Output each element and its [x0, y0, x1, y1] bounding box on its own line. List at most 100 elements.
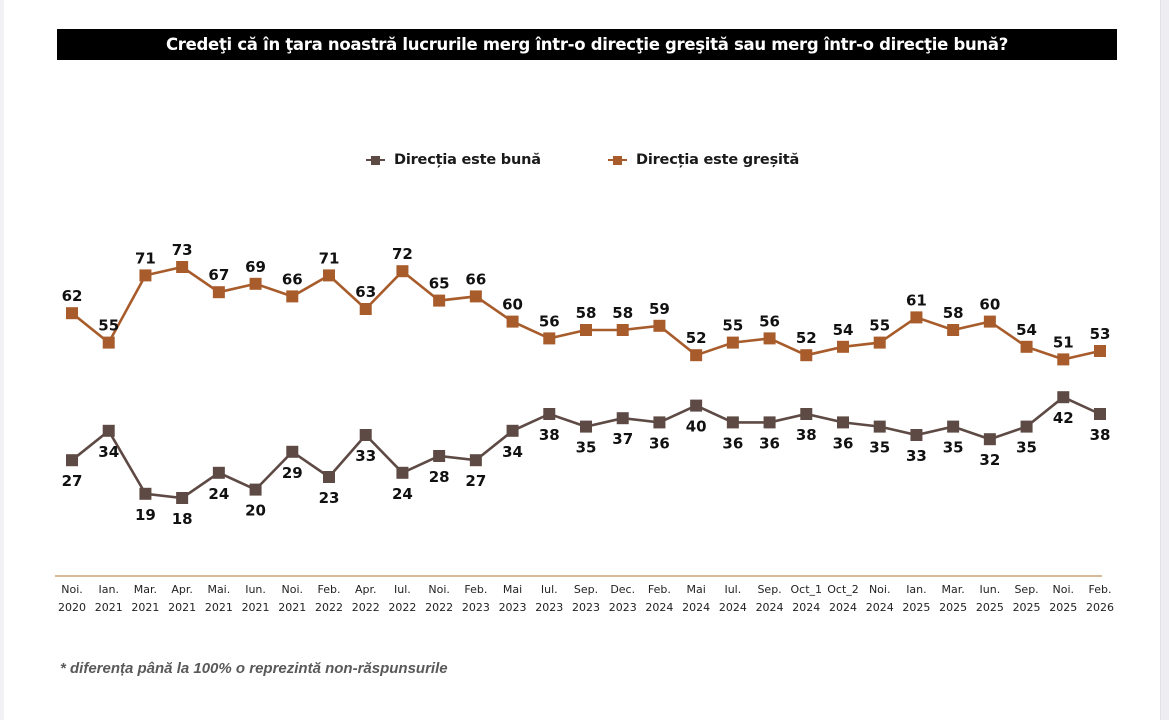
- data-point-good: [983, 433, 996, 446]
- x-tick-label: Mar. 2021: [131, 583, 159, 614]
- data-point-wrong: [726, 336, 739, 349]
- data-label-wrong: 67: [208, 266, 229, 284]
- data-label-wrong: 54: [1016, 321, 1037, 339]
- data-label-wrong: 58: [943, 304, 964, 322]
- data-label-good: 27: [62, 472, 83, 490]
- data-point-wrong: [323, 269, 335, 282]
- legend-item-good: Direcția este bună: [366, 152, 541, 168]
- data-point-wrong: [947, 324, 960, 336]
- data-point-good: [139, 487, 152, 500]
- x-tick-label: Sep. 2023: [572, 583, 600, 614]
- data-point-good: [66, 454, 78, 467]
- data-point-wrong: [506, 315, 519, 328]
- data-label-good: 35: [576, 439, 597, 457]
- data-point-good: [469, 454, 482, 467]
- page-scrollbar[interactable]: [1160, 0, 1169, 720]
- data-point-good: [653, 416, 666, 429]
- data-label-good: 36: [833, 434, 854, 452]
- data-label-wrong: 63: [355, 283, 376, 301]
- data-label-good: 36: [722, 434, 743, 452]
- data-label-wrong: 60: [502, 296, 523, 314]
- data-point-good: [690, 399, 703, 412]
- data-label-wrong: 55: [869, 317, 890, 335]
- data-label-good: 40: [686, 418, 707, 436]
- data-point-wrong: [580, 324, 592, 336]
- data-label-wrong: 66: [465, 270, 486, 288]
- x-tick-label: Iun. 2021: [242, 583, 270, 614]
- x-tick-label: Mai 2023: [499, 583, 527, 614]
- x-tick-label: Iul. 2023: [535, 583, 563, 614]
- data-label-good: 24: [392, 485, 413, 503]
- x-tick-label: Feb. 2022: [315, 583, 343, 614]
- legend-marker-wrong-icon: [608, 155, 627, 165]
- x-tick-label: Apr. 2022: [352, 583, 380, 614]
- x-tick-label: Mai 2024: [682, 583, 710, 614]
- data-point-good: [1020, 420, 1033, 433]
- x-tick-label: Ian. 2025: [902, 583, 930, 614]
- x-tick-label: Oct_2 2024: [827, 583, 859, 614]
- data-label-good: 23: [319, 489, 340, 507]
- data-point-wrong: [1094, 345, 1106, 357]
- data-point-wrong: [543, 332, 556, 345]
- data-label-wrong: 65: [429, 275, 450, 293]
- data-label-good: 27: [465, 472, 486, 490]
- data-point-wrong: [837, 340, 849, 353]
- data-label-good: 36: [649, 434, 670, 452]
- x-tick-label: Ian. 2021: [95, 583, 123, 614]
- data-point-wrong: [66, 307, 78, 320]
- data-label-wrong: 61: [906, 291, 927, 309]
- data-point-wrong: [873, 336, 886, 349]
- x-tick-label: Sep. 2024: [756, 583, 784, 614]
- data-label-good: 35: [943, 439, 964, 457]
- data-point-wrong: [910, 311, 923, 324]
- x-tick-label: Noi. 2025: [1049, 583, 1077, 614]
- data-point-wrong: [1057, 353, 1070, 366]
- data-label-wrong: 59: [649, 300, 670, 318]
- data-point-wrong: [212, 286, 225, 299]
- data-label-wrong: 71: [135, 249, 156, 267]
- data-label-good: 32: [979, 451, 1000, 469]
- data-point-wrong: [286, 290, 299, 303]
- x-tick-label: Sep. 2025: [1013, 583, 1041, 614]
- x-tick-label: Mar. 2025: [939, 583, 967, 614]
- data-point-wrong: [763, 332, 776, 345]
- data-label-good: 42: [1053, 409, 1074, 427]
- data-label-good: 35: [869, 439, 890, 457]
- x-tick-label: Iun. 2025: [976, 583, 1004, 614]
- footnote: * diferența până la 100% o reprezintă no…: [60, 660, 448, 677]
- data-point-wrong: [616, 324, 629, 336]
- data-label-good: 20: [245, 502, 266, 520]
- data-label-wrong: 58: [576, 304, 597, 322]
- x-tick-label: Mai. 2021: [205, 583, 233, 614]
- data-label-wrong: 66: [282, 270, 303, 288]
- data-label-wrong: 56: [539, 312, 560, 330]
- data-label-good: 34: [98, 443, 119, 461]
- legend-marker-good-icon: [366, 155, 385, 165]
- data-label-wrong: 58: [612, 304, 633, 322]
- data-point-good: [726, 416, 739, 429]
- legend-item-wrong: Direcția este greșită: [608, 152, 799, 168]
- data-point-wrong: [690, 349, 703, 362]
- data-point-good: [580, 420, 592, 433]
- data-point-good: [800, 408, 813, 420]
- data-label-wrong: 72: [392, 245, 413, 263]
- x-axis-tick-labels: Noi. 2020 Ian. 2021 Mar. 2021 Apr. 2021 Mai. 2021…: [58, 583, 1114, 614]
- data-point-good: [323, 471, 335, 483]
- data-label-good: 37: [612, 430, 633, 448]
- data-label-wrong: 51: [1053, 333, 1074, 351]
- x-tick-label: Feb. 2026: [1086, 583, 1114, 614]
- x-tick-label: Dec. 2023: [609, 583, 637, 614]
- data-label-wrong: 69: [245, 258, 266, 276]
- data-label-wrong: 56: [759, 312, 780, 330]
- x-tick-label: Iul. 2024: [719, 583, 747, 614]
- data-label-wrong: 71: [319, 249, 340, 267]
- data-point-wrong: [102, 336, 115, 349]
- x-tick-label: Noi. 2021: [278, 583, 306, 614]
- data-point-wrong: [176, 261, 189, 273]
- data-point-wrong: [139, 269, 152, 282]
- data-point-wrong: [983, 315, 996, 328]
- x-tick-label: Iul. 2022: [388, 583, 416, 614]
- data-point-good: [1094, 408, 1106, 420]
- x-tick-label: Oct_1 2024: [791, 583, 823, 614]
